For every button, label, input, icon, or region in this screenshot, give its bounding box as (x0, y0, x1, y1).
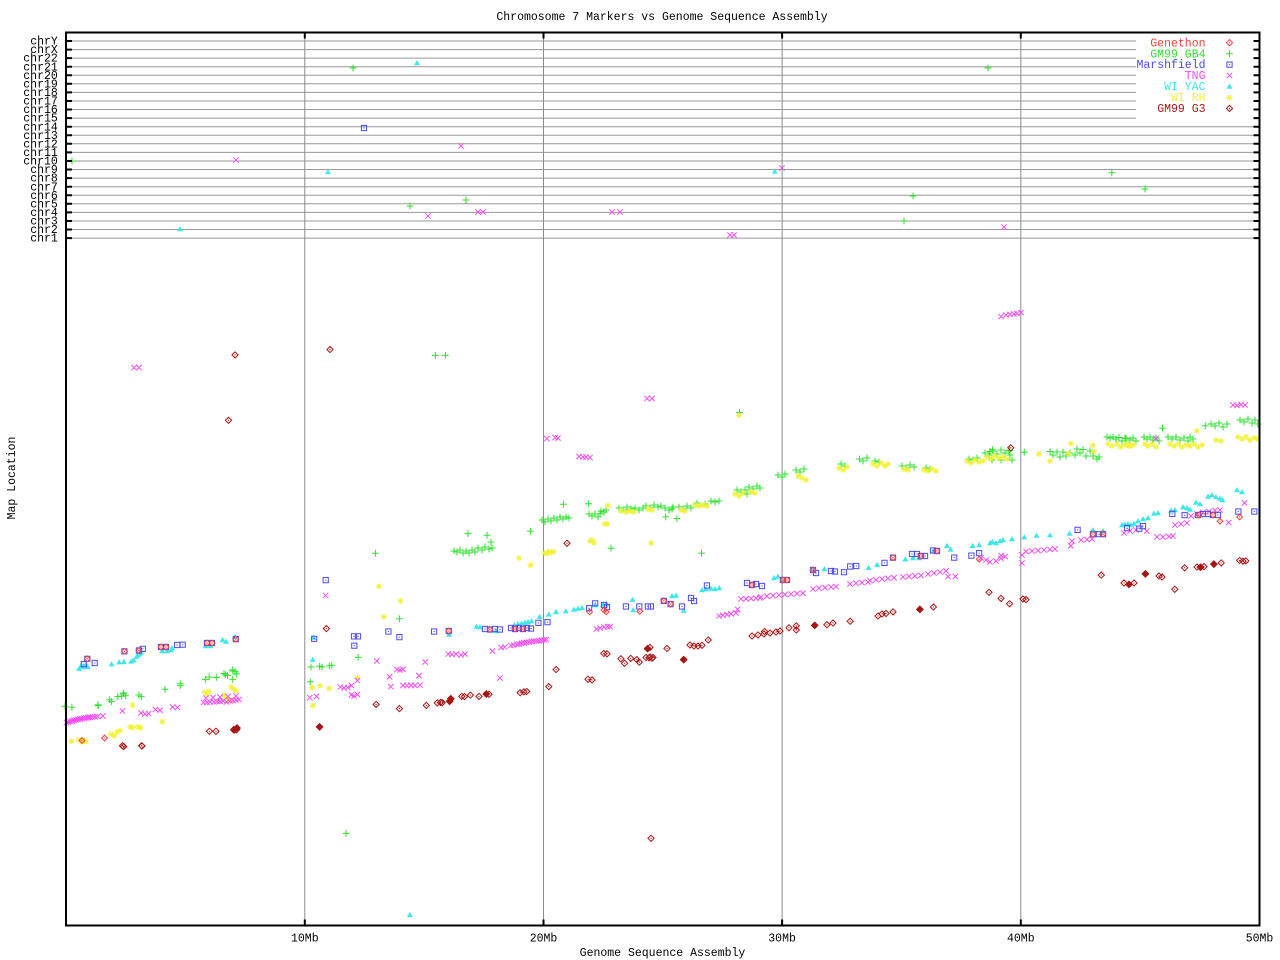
svg-text:chr12: chr12 (23, 138, 58, 151)
svg-text:20Mb: 20Mb (530, 932, 558, 945)
svg-text:chr3: chr3 (30, 216, 58, 229)
svg-text:chr20: chr20 (23, 70, 58, 83)
svg-text:50Mb: 50Mb (1246, 932, 1274, 945)
svg-text:WI YAC: WI YAC (1164, 81, 1206, 94)
svg-text:chr2: chr2 (30, 224, 58, 237)
svg-text:chr5: chr5 (30, 198, 58, 211)
svg-text:chr10: chr10 (23, 156, 58, 169)
svg-text:Genethon: Genethon (1150, 37, 1205, 50)
svg-text:chr19: chr19 (23, 78, 58, 91)
svg-text:30Mb: 30Mb (768, 932, 796, 945)
svg-text:GM99 G3: GM99 G3 (1157, 103, 1205, 116)
svg-text:chr1: chr1 (30, 233, 58, 246)
svg-text:chr17: chr17 (23, 96, 58, 109)
svg-text:Map Location: Map Location (6, 437, 19, 520)
svg-text:chr4: chr4 (30, 207, 58, 220)
svg-text:Chromosome 7 Markers vs Genome: Chromosome 7 Markers vs Genome Sequence … (496, 11, 827, 24)
svg-text:GM99 GB4: GM99 GB4 (1150, 48, 1205, 61)
svg-text:chr8: chr8 (30, 173, 58, 186)
svg-text:chr22: chr22 (23, 53, 58, 66)
svg-text:chr11: chr11 (23, 147, 58, 160)
svg-text:Marshfield: Marshfield (1136, 59, 1205, 72)
svg-text:Genome Sequence Assembly: Genome Sequence Assembly (580, 947, 746, 960)
svg-text:chr15: chr15 (23, 113, 58, 126)
svg-text:chr6: chr6 (30, 190, 58, 203)
svg-text:chrY: chrY (30, 36, 58, 49)
svg-text:chr14: chr14 (23, 121, 58, 134)
svg-text:chr13: chr13 (23, 130, 58, 143)
svg-text:chr9: chr9 (30, 164, 58, 177)
svg-text:chr18: chr18 (23, 87, 58, 100)
svg-text:40Mb: 40Mb (1007, 932, 1035, 945)
svg-text:10Mb: 10Mb (291, 932, 319, 945)
svg-text:chr7: chr7 (30, 181, 58, 194)
svg-text:TNG: TNG (1185, 70, 1206, 83)
svg-text:chr16: chr16 (23, 104, 58, 117)
svg-text:chr21: chr21 (23, 61, 58, 74)
svg-text:WI RH: WI RH (1171, 92, 1206, 105)
svg-text:chrX: chrX (30, 44, 58, 57)
